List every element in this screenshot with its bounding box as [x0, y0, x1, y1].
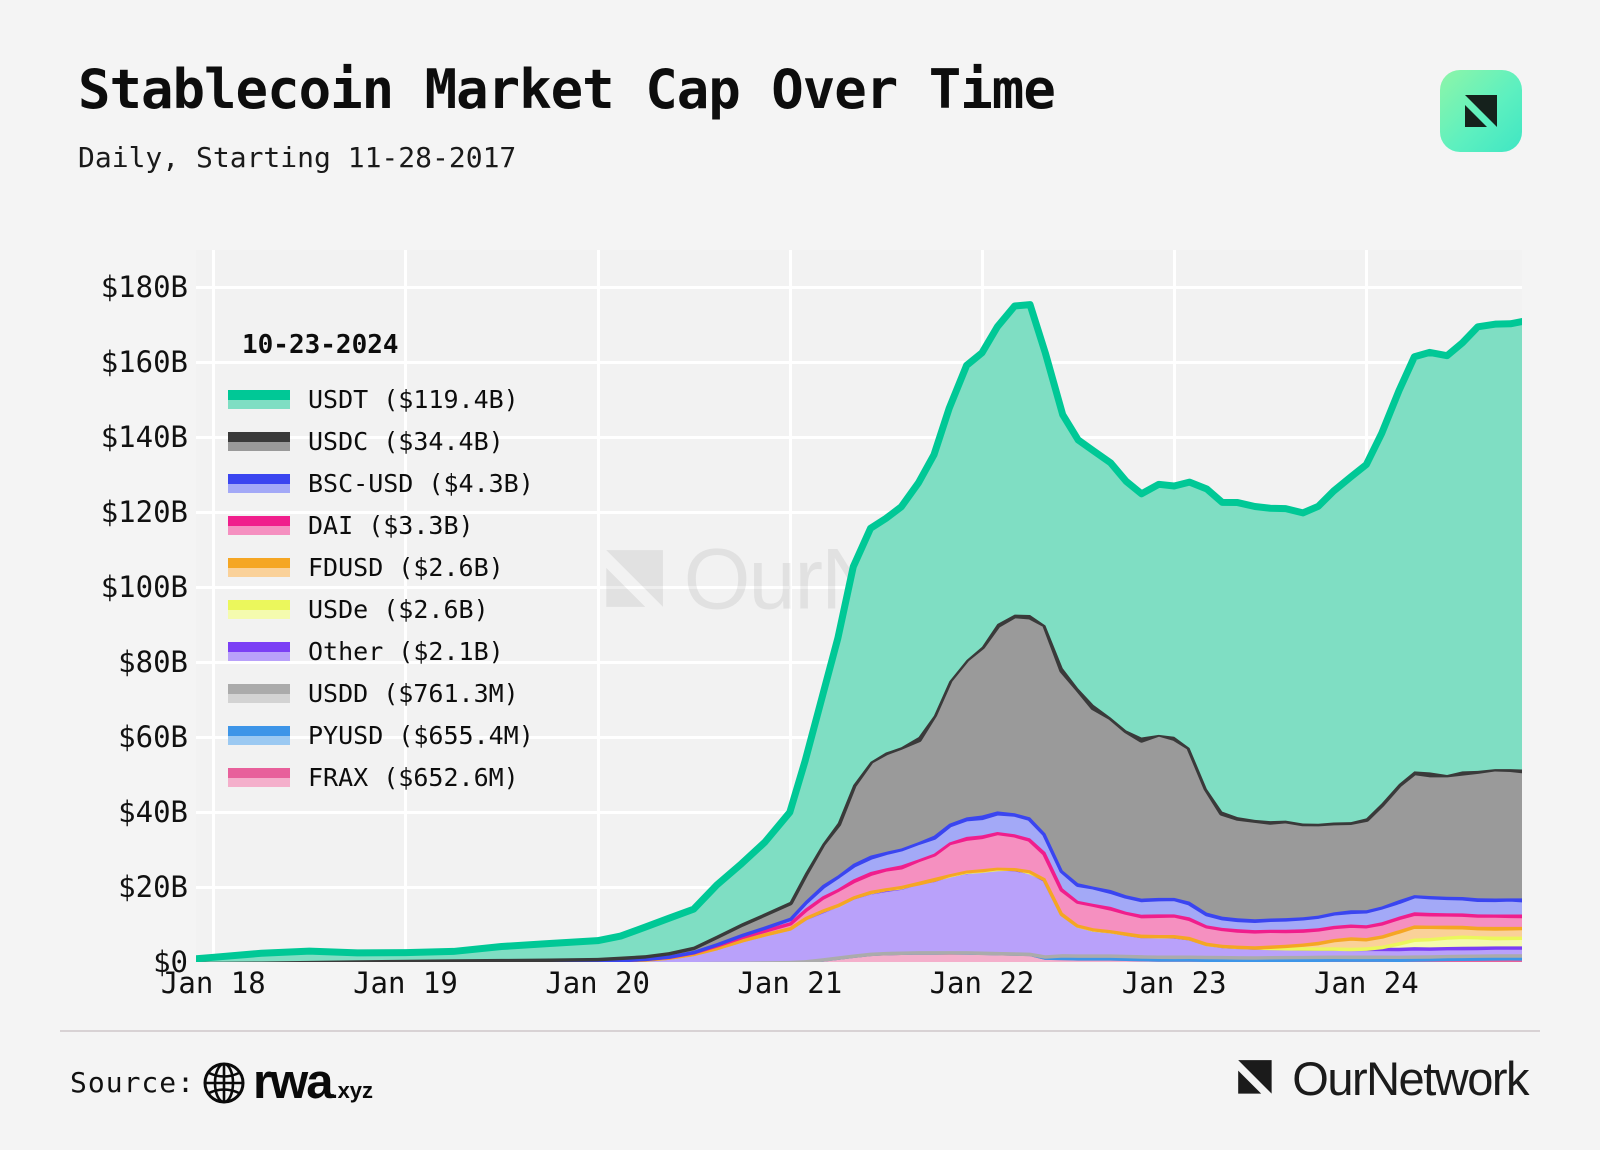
source-attribution: Source: rwa .xyz — [70, 1058, 373, 1107]
x-axis-tick: Jan 21 — [737, 966, 843, 1000]
legend: 10-23-2024 USDT ($119.4B) USDC ($34.4B) BS… — [228, 330, 534, 798]
legend-item-label: BSC-USD ($4.3B) — [308, 468, 534, 498]
gridline-horizontal — [196, 436, 1522, 440]
legend-item-label: Other ($2.1B) — [308, 636, 504, 666]
globe-icon — [201, 1060, 247, 1106]
legend-items: USDT ($119.4B) USDC ($34.4B) BSC-USD ($4.3… — [228, 378, 534, 798]
area-band-usdt — [196, 304, 1522, 962]
rwa-tld: .xyz — [331, 1078, 374, 1103]
series-line-usdd — [196, 951, 1522, 962]
legend-item-label: DAI ($3.3B) — [308, 510, 474, 540]
rwa-wordmark: rwa — [253, 1055, 333, 1109]
ournetwork-badge — [1440, 70, 1522, 152]
legend-item-label: USDC ($34.4B) — [308, 426, 504, 456]
y-axis-tick: $0 — [153, 945, 188, 979]
page-title: Stablecoin Market Cap Over Time — [78, 58, 1056, 121]
gridline-horizontal — [196, 286, 1522, 290]
legend-item-usdd[interactable]: USDD ($761.3M) — [228, 672, 534, 714]
area-band-dai — [196, 831, 1522, 962]
legend-item-label: FDUSD ($2.6B) — [308, 552, 504, 582]
gridline-horizontal — [196, 511, 1522, 515]
legend-item-label: PYUSD ($655.4M) — [308, 720, 534, 750]
footer-divider — [60, 1030, 1540, 1032]
legend-swatch-icon — [228, 641, 290, 661]
legend-item-label: USDe ($2.6B) — [308, 594, 489, 624]
x-axis: Jan 18 Jan 19 Jan 20 Jan 21 Jan 22 Jan 23 Jan … — [161, 966, 1522, 1012]
legend-swatch-icon — [228, 767, 290, 787]
gridline-horizontal — [196, 361, 1522, 365]
ournetwork-wordmark: OurNetwork — [1292, 1052, 1529, 1105]
legend-swatch-icon — [228, 725, 290, 745]
y-axis-tick: $60B — [118, 720, 188, 755]
x-axis-tick: Jan 24 — [1313, 966, 1419, 1000]
legend-swatch-icon — [228, 473, 290, 493]
legend-swatch-icon — [228, 683, 290, 703]
y-axis-tick: $20B — [118, 870, 188, 905]
area-band-usdc — [196, 614, 1522, 962]
legend-swatch-icon — [228, 431, 290, 451]
ournetwork-mark-icon — [1459, 89, 1503, 133]
y-axis-tick: $140B — [100, 420, 188, 455]
legend-item-frax[interactable]: FRAX ($652.6M) — [228, 756, 534, 798]
legend-swatch-icon — [228, 557, 290, 577]
chart-container: $0 $20B $40B $60B $80B $100B $120B $140B $160B $1… — [78, 250, 1522, 1010]
legend-item-usdc[interactable]: USDC ($34.4B) — [228, 420, 534, 462]
y-axis-tick: $100B — [100, 570, 188, 605]
stacked-area-series — [196, 250, 1522, 962]
legend-item-usde[interactable]: USDe ($2.6B) — [228, 588, 534, 630]
x-axis-tick: Jan 20 — [545, 966, 651, 1000]
gridline-vertical — [212, 250, 216, 962]
plot-area: OurNetwork — [196, 250, 1522, 962]
legend-swatch-icon — [228, 389, 290, 409]
x-axis-tick: Jan 23 — [1121, 966, 1227, 1000]
y-axis-tick: $120B — [100, 495, 188, 530]
y-axis-tick: $80B — [118, 645, 188, 680]
y-axis-tick: $180B — [100, 270, 188, 305]
legend-title: 10-23-2024 — [242, 330, 399, 360]
gridline-vertical — [596, 250, 600, 962]
x-axis-tick: Jan 19 — [353, 966, 458, 1000]
legend-item-label: FRAX ($652.6M) — [308, 762, 519, 792]
legend-item-usdt[interactable]: USDT ($119.4B) — [228, 378, 534, 420]
brand-attribution: OurNetwork — [1234, 1052, 1529, 1105]
legend-item-label: USDT ($119.4B) — [308, 384, 519, 414]
legend-item-pyusd[interactable]: PYUSD ($655.4M) — [228, 714, 534, 756]
x-axis-tick: Jan 18 — [160, 966, 266, 1000]
legend-item-dai[interactable]: DAI ($3.3B) — [228, 504, 534, 546]
source-label: Source: — [70, 1066, 196, 1099]
y-axis-tick: $40B — [118, 795, 188, 830]
legend-item-other[interactable]: Other ($2.1B) — [228, 630, 534, 672]
rwa-logo: rwa .xyz — [253, 1058, 373, 1107]
x-axis-tick: Jan 22 — [929, 966, 1035, 1000]
header: Stablecoin Market Cap Over Time Daily, S… — [78, 58, 1522, 212]
y-axis-tick: $160B — [100, 345, 188, 380]
y-axis: $0 $20B $40B $60B $80B $100B $120B $140B $160B $1… — [78, 250, 196, 979]
page-subtitle: Daily, Starting 11-28-2017 — [78, 140, 517, 174]
ournetwork-mark-icon — [1234, 1056, 1280, 1102]
legend-swatch-icon — [228, 515, 290, 535]
gridline-vertical — [404, 250, 408, 962]
series-line-usdt — [196, 305, 1522, 959]
gridline-vertical — [788, 250, 792, 962]
legend-item-fdusd[interactable]: FDUSD ($2.6B) — [228, 546, 534, 588]
legend-item-bsc-usd[interactable]: BSC-USD ($4.3B) — [228, 462, 534, 504]
legend-swatch-icon — [228, 599, 290, 619]
legend-item-label: USDD ($761.3M) — [308, 678, 519, 708]
